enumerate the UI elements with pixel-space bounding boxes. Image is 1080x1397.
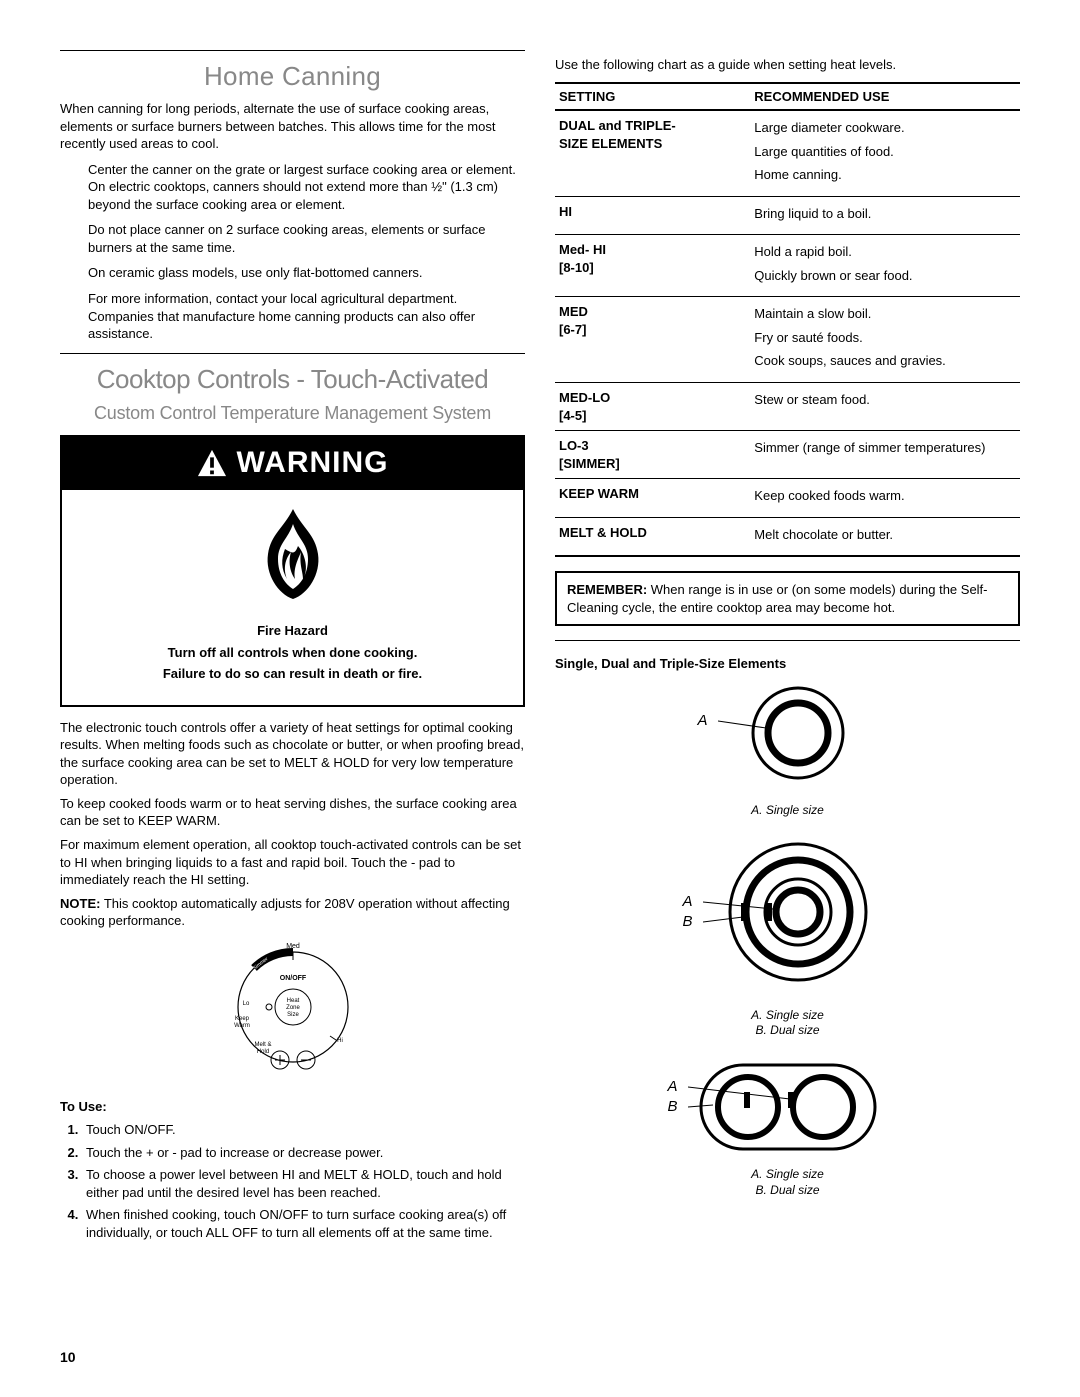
setting-cell: KEEP WARM <box>555 479 750 518</box>
table-row: KEEP WARMKeep cooked foods warm. <box>555 479 1020 518</box>
setting-cell: MELT & HOLD <box>555 517 750 556</box>
warning-line-2: Turn off all controls when done cooking. <box>92 644 493 662</box>
setting-cell: Med- HI[8-10] <box>555 235 750 297</box>
triple-caption-a: A. Single size <box>751 1167 824 1181</box>
bullet-2: Do not place canner on 2 surface cooking… <box>88 221 525 256</box>
setting-cell: MED[6-7] <box>555 297 750 383</box>
use-cell: Melt chocolate or butter. <box>750 517 1020 556</box>
chart-intro: Use the following chart as a guide when … <box>555 56 1020 74</box>
warning-box: WARNING Fire Hazard Turn off all control… <box>60 435 525 707</box>
step-1: Touch ON/OFF. <box>82 1121 525 1139</box>
label-a: A <box>698 711 708 731</box>
warning-line-1: Fire Hazard <box>92 622 493 640</box>
setting-cell: LO-3[SIMMER] <box>555 431 750 479</box>
setting-cell: MED-LO[4-5] <box>555 383 750 431</box>
table-row: Med- HI[8-10]Hold a rapid boil.Quickly b… <box>555 235 1020 297</box>
step-4: When finished cooking, touch ON/OFF to t… <box>82 1206 525 1241</box>
dial-lo: Lo <box>242 1001 249 1007</box>
bullet-1: Center the canner on the grate or larges… <box>88 161 525 214</box>
th-use: RECOMMENDED USE <box>750 83 1020 111</box>
bullet-3: On ceramic glass models, use only flat-b… <box>88 264 525 282</box>
use-cell: Bring liquid to a boil. <box>750 196 1020 235</box>
dual-element-diagram: A B A. Single size B. Dual size <box>555 837 1020 1039</box>
step-3: To choose a power level between HI and M… <box>82 1166 525 1201</box>
canning-bullets: Center the canner on the grate or larges… <box>60 161 525 343</box>
table-row: MED-LO[4-5]Stew or steam food. <box>555 383 1020 431</box>
table-row: LO-3[SIMMER]Simmer (range of simmer temp… <box>555 431 1020 479</box>
setting-cell: DUAL and TRIPLE-SIZE ELEMENTS <box>555 110 750 196</box>
dial-heat: Heat <box>286 998 299 1004</box>
table-row: HIBring liquid to a boil. <box>555 196 1020 235</box>
settings-table: SETTING RECOMMENDED USE DUAL and TRIPLE-… <box>555 82 1020 558</box>
right-column: Use the following chart as a guide when … <box>555 50 1020 1248</box>
dial-hi: Hi <box>337 1038 343 1044</box>
left-column: Home Canning When canning for long perio… <box>60 50 525 1248</box>
dual-caption: A. Single size B. Dual size <box>555 1008 1020 1039</box>
para-2: To keep cooked foods warm or to heat ser… <box>60 795 525 830</box>
label-b: B <box>668 1097 678 1117</box>
dial-warm: Warm <box>234 1023 250 1029</box>
elements-heading: Single, Dual and Triple-Size Elements <box>555 655 1020 673</box>
dial-hold: Hold <box>256 1049 268 1055</box>
triple-caption: A. Single size B. Dual size <box>555 1167 1020 1198</box>
use-cell: Maintain a slow boil.Fry or sauté foods.… <box>750 297 1020 383</box>
th-setting: SETTING <box>555 83 750 111</box>
single-caption: A. Single size <box>555 803 1020 819</box>
label-a: A <box>668 1077 678 1097</box>
control-dial-diagram: Med ON/OFF Heat Zone Size Lo Hi Keep War… <box>60 942 525 1082</box>
warning-label: WARNING <box>237 443 389 484</box>
dial-zone: Zone <box>286 1005 300 1011</box>
label-b: B <box>683 912 693 932</box>
note-label: NOTE: <box>60 896 100 911</box>
triple-element-diagram: A B A. Single size B. Dual size <box>555 1057 1020 1199</box>
label-a: A <box>683 892 693 912</box>
use-cell: Keep cooked foods warm. <box>750 479 1020 518</box>
rule <box>60 353 525 354</box>
use-cell: Stew or steam food. <box>750 383 1020 431</box>
rule <box>555 640 1020 641</box>
triple-caption-b: B. Dual size <box>755 1183 819 1197</box>
para-1: The electronic touch controls offer a va… <box>60 719 525 789</box>
steps-list: Touch ON/OFF. Touch the + or - pad to in… <box>60 1121 525 1241</box>
use-cell: Large diameter cookware.Large quantities… <box>750 110 1020 196</box>
note-text: This cooktop automatically adjusts for 2… <box>60 896 510 929</box>
cooktop-title: Cooktop Controls - Touch-Activated <box>60 362 525 397</box>
step-2: Touch the + or - pad to increase or decr… <box>82 1144 525 1162</box>
flame-icon <box>92 504 493 609</box>
single-element-diagram: A A. Single size <box>555 683 1020 819</box>
home-canning-title: Home Canning <box>60 59 525 94</box>
setting-cell: HI <box>555 196 750 235</box>
remember-box: REMEMBER: When range is in use or (on so… <box>555 571 1020 626</box>
dial-melt: Melt & <box>254 1042 271 1048</box>
note-para: NOTE: This cooktop automatically adjusts… <box>60 895 525 930</box>
rule <box>60 50 525 51</box>
para-3: For maximum element operation, all cookt… <box>60 836 525 889</box>
cooktop-subtitle: Custom Control Temperature Management Sy… <box>60 401 525 425</box>
use-cell: Simmer (range of simmer temperatures) <box>750 431 1020 479</box>
dial-onoff: ON/OFF <box>279 975 306 982</box>
bullet-4: For more information, contact your local… <box>88 290 525 343</box>
use-cell: Hold a rapid boil.Quickly brown or sear … <box>750 235 1020 297</box>
warning-body: Fire Hazard Turn off all controls when d… <box>62 490 523 705</box>
warning-header: WARNING <box>62 437 523 490</box>
page-number: 10 <box>60 1348 76 1367</box>
dial-keep: Keep <box>234 1016 249 1022</box>
dual-caption-b: B. Dual size <box>755 1023 819 1037</box>
warning-line-3: Failure to do so can result in death or … <box>92 665 493 683</box>
dual-caption-a: A. Single size <box>751 1008 824 1022</box>
dial-med: Med <box>286 943 300 950</box>
table-row: MED[6-7]Maintain a slow boil.Fry or saut… <box>555 297 1020 383</box>
table-row: DUAL and TRIPLE-SIZE ELEMENTSLarge diame… <box>555 110 1020 196</box>
warning-triangle-icon <box>197 448 227 478</box>
canning-intro: When canning for long periods, alternate… <box>60 100 525 153</box>
remember-label: REMEMBER: <box>567 582 647 597</box>
dial-size: Size <box>287 1012 299 1018</box>
to-use-heading: To Use: <box>60 1098 525 1116</box>
table-row: MELT & HOLDMelt chocolate or butter. <box>555 517 1020 556</box>
